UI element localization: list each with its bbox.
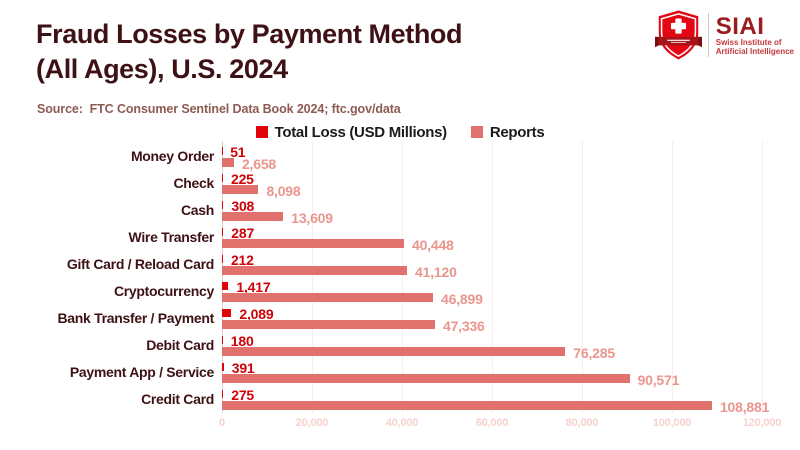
gridline: [672, 141, 673, 413]
shield-swiss-cross-icon: [654, 10, 702, 60]
siai-logo: SIAI Swiss Institute of Artificial Intel…: [654, 9, 794, 61]
chart-legend: Total Loss (USD Millions) Reports: [0, 123, 800, 141]
source-note: Source: FTC Consumer Sentinel Data Book …: [37, 102, 401, 116]
category-label: Wire Transfer: [128, 229, 215, 245]
total-loss-bar: [222, 201, 224, 209]
logo-name-line-2: Artificial Intelligence: [715, 46, 794, 56]
title-line-1: Fraud Losses by Payment Method: [36, 19, 463, 49]
title-line-2: (All Ages), U.S. 2024: [36, 54, 288, 84]
gridline: [402, 141, 403, 413]
total-loss-value-label: 2,089: [239, 306, 274, 322]
reports-value-label: 13,609: [291, 210, 333, 226]
logo-divider: [707, 13, 709, 57]
gridline: [312, 141, 313, 413]
gridline: [492, 141, 493, 413]
total-loss-bar: [222, 309, 232, 317]
total-loss-bar: [222, 255, 223, 263]
legend-item-0: Total Loss (USD Millions): [255, 123, 448, 141]
total-loss-value-label: 391: [231, 360, 255, 376]
reports-bar: [222, 158, 234, 167]
reports-bar: [222, 293, 434, 302]
logo-acronym: SIAI: [715, 12, 765, 40]
category-label: Payment App / Service: [69, 364, 214, 380]
x-tick-label: 100,000: [652, 417, 692, 429]
reports-bar: [222, 266, 408, 275]
reports-bar: [222, 374, 630, 383]
reports-value-label: 46,899: [441, 291, 483, 307]
x-tick-label: 0: [219, 417, 225, 429]
logo-name-line-1: Swiss Institute of: [715, 37, 782, 47]
reports-value-label: 76,285: [573, 345, 615, 361]
reports-value-label: 108,881: [719, 399, 770, 415]
logo-text: SIAI Swiss Institute of Artificial Intel…: [715, 12, 794, 56]
x-tick-label: 120,000: [742, 417, 782, 429]
category-label: Money Order: [130, 148, 214, 164]
legend-swatch-icon: [255, 126, 268, 138]
reports-bar: [222, 212, 284, 221]
legend-swatch-icon: [470, 126, 483, 138]
total-loss-value-label: 1,417: [236, 279, 271, 295]
reports-bar: [222, 401, 712, 410]
x-tick-label: 60,000: [475, 417, 509, 429]
category-label: Debit Card: [146, 337, 214, 353]
reports-bar: [222, 239, 405, 248]
total-loss-bar: [222, 282, 229, 290]
total-loss-bar: [222, 390, 224, 398]
total-loss-bar: [222, 363, 224, 371]
category-label: Check: [173, 175, 214, 191]
total-loss-value-label: 51: [230, 144, 246, 160]
reports-value-label: 47,336: [443, 318, 485, 334]
total-loss-bar: [222, 174, 223, 182]
reports-value-label: 2,658: [241, 156, 276, 172]
category-label: Bank Transfer / Payment: [57, 310, 215, 326]
legend-item-1: Reports: [470, 123, 545, 141]
gridline: [762, 141, 763, 413]
reports-bar: [222, 320, 435, 329]
x-tick-label: 80,000: [565, 417, 599, 429]
total-loss-value-label: 212: [230, 252, 254, 268]
reports-value-label: 90,571: [637, 372, 680, 388]
legend-label: Total Loss (USD Millions): [274, 123, 448, 141]
category-label: Cash: [180, 202, 214, 218]
total-loss-value-label: 308: [231, 198, 255, 214]
y-axis-line: [222, 141, 223, 413]
total-loss-value-label: 225: [231, 171, 254, 187]
reports-value-label: 40,448: [412, 237, 454, 253]
total-loss-bar: [222, 336, 223, 344]
reports-bar: [222, 185, 259, 194]
total-loss-value-label: 180: [230, 333, 254, 349]
total-loss-value-label: 275: [231, 387, 254, 403]
x-tick-label: 40,000: [385, 417, 419, 429]
category-label: Gift Card / Reload Card: [66, 256, 214, 272]
x-tick-label: 20,000: [295, 417, 329, 429]
reports-bar: [222, 347, 566, 356]
total-loss-value-label: 287: [231, 225, 255, 241]
category-label: Cryptocurrency: [113, 283, 214, 299]
reports-value-label: 41,120: [415, 264, 457, 280]
total-loss-bar: [222, 228, 224, 236]
gridline: [582, 141, 583, 413]
page-title: Fraud Losses by Payment Method (All Ages)…: [36, 17, 462, 87]
reports-value-label: 8,098: [266, 183, 301, 199]
legend-label: Reports: [489, 123, 545, 141]
category-label: Credit Card: [141, 391, 214, 407]
